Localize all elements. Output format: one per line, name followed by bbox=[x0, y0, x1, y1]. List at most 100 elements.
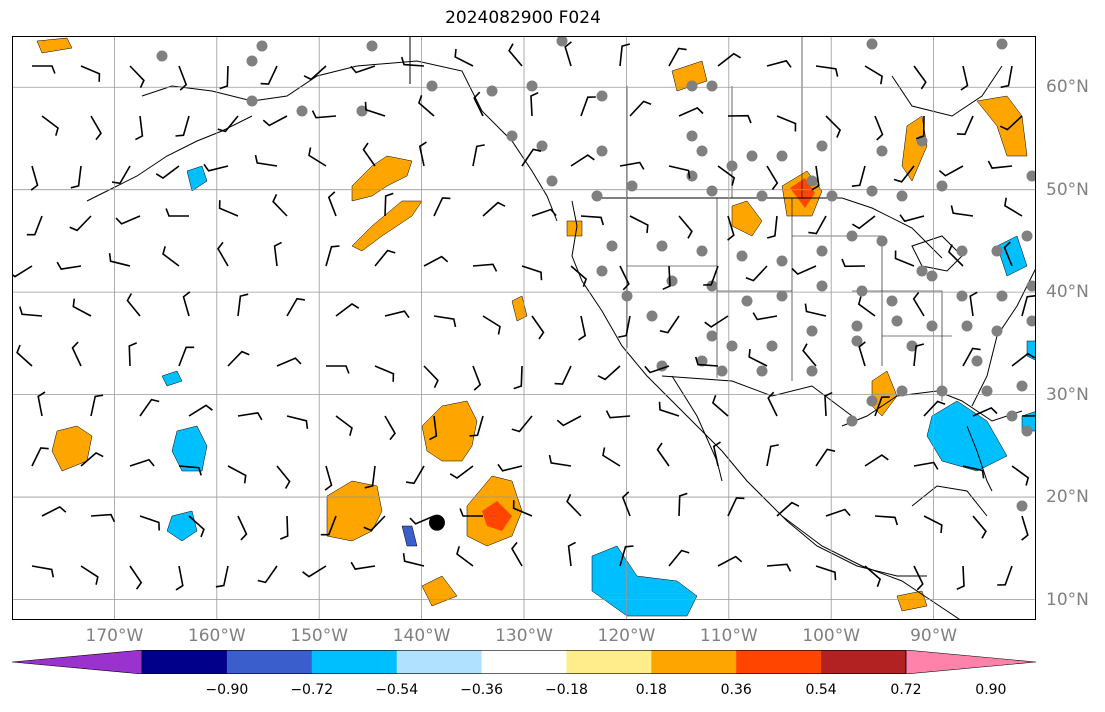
wind-barb bbox=[129, 565, 143, 590]
contour-positive bbox=[326, 480, 383, 542]
station-dot bbox=[606, 240, 618, 252]
colorbar-segment bbox=[226, 650, 313, 674]
station-dot bbox=[816, 245, 828, 257]
wind-barb bbox=[402, 553, 425, 567]
station-dot bbox=[1021, 425, 1033, 437]
longitude-label: 100°W bbox=[802, 626, 861, 646]
wind-barb bbox=[776, 115, 797, 132]
wind-barb bbox=[893, 165, 915, 183]
wind-barb bbox=[530, 91, 539, 117]
station-dot bbox=[971, 355, 983, 367]
wind-barb bbox=[717, 555, 743, 567]
station-dot bbox=[356, 105, 368, 117]
wind-barb bbox=[578, 315, 587, 341]
colorbar-tick-label: 0.90 bbox=[975, 682, 1007, 698]
colorbar-tick-label: 0.72 bbox=[890, 682, 922, 698]
wind-barb bbox=[175, 565, 184, 591]
wind-barb bbox=[364, 465, 376, 489]
wind-barb bbox=[237, 515, 248, 541]
station-dot bbox=[776, 290, 788, 302]
wind-barb bbox=[956, 115, 974, 136]
wind-barb bbox=[947, 244, 964, 267]
station-dot bbox=[536, 140, 548, 152]
contour-positive bbox=[482, 501, 512, 531]
station-dot bbox=[486, 85, 498, 97]
longitude-label: 110°W bbox=[699, 626, 758, 646]
contour-negative bbox=[186, 165, 208, 192]
wind-barb bbox=[512, 500, 533, 517]
station-dot bbox=[1026, 315, 1036, 327]
wind-barb bbox=[717, 165, 736, 186]
wind-barb bbox=[815, 65, 839, 77]
wind-barb bbox=[825, 115, 842, 138]
colorbar-segment bbox=[311, 650, 398, 674]
wind-barb bbox=[400, 56, 425, 67]
station-dot bbox=[756, 190, 768, 202]
central-america bbox=[781, 515, 962, 620]
wind-barb bbox=[629, 100, 652, 117]
station-dot bbox=[996, 290, 1008, 302]
wind-barb bbox=[851, 165, 866, 187]
station-dot bbox=[626, 180, 638, 192]
wind-barb bbox=[32, 65, 56, 74]
latitude-label: 10°N bbox=[1046, 589, 1089, 610]
longitude-label: 150°W bbox=[290, 626, 349, 646]
contour-negative bbox=[166, 510, 198, 542]
wind-barb bbox=[913, 461, 939, 470]
wind-barb bbox=[619, 161, 645, 170]
contour-positive bbox=[790, 178, 815, 208]
wind-barb bbox=[384, 415, 396, 441]
station-dot bbox=[936, 385, 948, 397]
wind-barb bbox=[429, 415, 438, 441]
colorbar bbox=[12, 650, 1036, 674]
wind-barb bbox=[26, 215, 43, 236]
wind-barb bbox=[597, 365, 621, 381]
wind-barb bbox=[90, 394, 104, 417]
wind-barb bbox=[913, 343, 925, 367]
wind-barb bbox=[12, 265, 33, 278]
wind-barb bbox=[619, 43, 631, 67]
map-frame bbox=[12, 36, 1036, 620]
wind-barb bbox=[469, 415, 484, 437]
longitude-label: 130°W bbox=[495, 626, 553, 646]
wind-barb bbox=[1021, 414, 1036, 417]
wind-barb bbox=[912, 292, 925, 317]
wind-barb bbox=[217, 241, 229, 267]
station-dot bbox=[1021, 230, 1033, 242]
wind-barb bbox=[717, 52, 742, 67]
station-dot bbox=[806, 365, 818, 377]
station-dot bbox=[1026, 280, 1036, 292]
wind-barb bbox=[31, 565, 55, 578]
wind-barb bbox=[111, 165, 131, 185]
wind-barb bbox=[227, 350, 250, 367]
wind-barb bbox=[825, 508, 851, 517]
wind-barb bbox=[374, 365, 395, 382]
latitude-label: 50°N bbox=[1046, 179, 1089, 200]
wind-barb bbox=[311, 110, 337, 119]
wind-barb bbox=[923, 515, 943, 534]
wind-barb bbox=[776, 501, 800, 517]
station-dot bbox=[246, 95, 258, 107]
station-dot bbox=[851, 320, 863, 332]
wind-barb bbox=[449, 465, 474, 479]
wind-barb bbox=[262, 115, 288, 127]
contour-negative bbox=[171, 425, 208, 472]
wind-barb bbox=[71, 341, 82, 367]
wind-barb bbox=[384, 192, 394, 217]
west-coast bbox=[571, 200, 927, 577]
station-dot bbox=[956, 290, 968, 302]
wind-barb bbox=[766, 165, 779, 190]
wind-barb bbox=[215, 565, 229, 588]
station-dot bbox=[596, 265, 608, 277]
colorbar-tick-label: 0.36 bbox=[720, 682, 752, 698]
wind-barb bbox=[41, 505, 67, 517]
wind-barb bbox=[960, 65, 969, 91]
wind-barb bbox=[128, 342, 138, 367]
station-dot bbox=[1026, 170, 1036, 182]
wind-barb bbox=[766, 444, 779, 467]
station-dot bbox=[716, 365, 728, 377]
wind-barb bbox=[874, 396, 890, 417]
wind-barb bbox=[16, 344, 33, 367]
wind-barb bbox=[364, 101, 386, 117]
wind-barb bbox=[997, 565, 1013, 586]
